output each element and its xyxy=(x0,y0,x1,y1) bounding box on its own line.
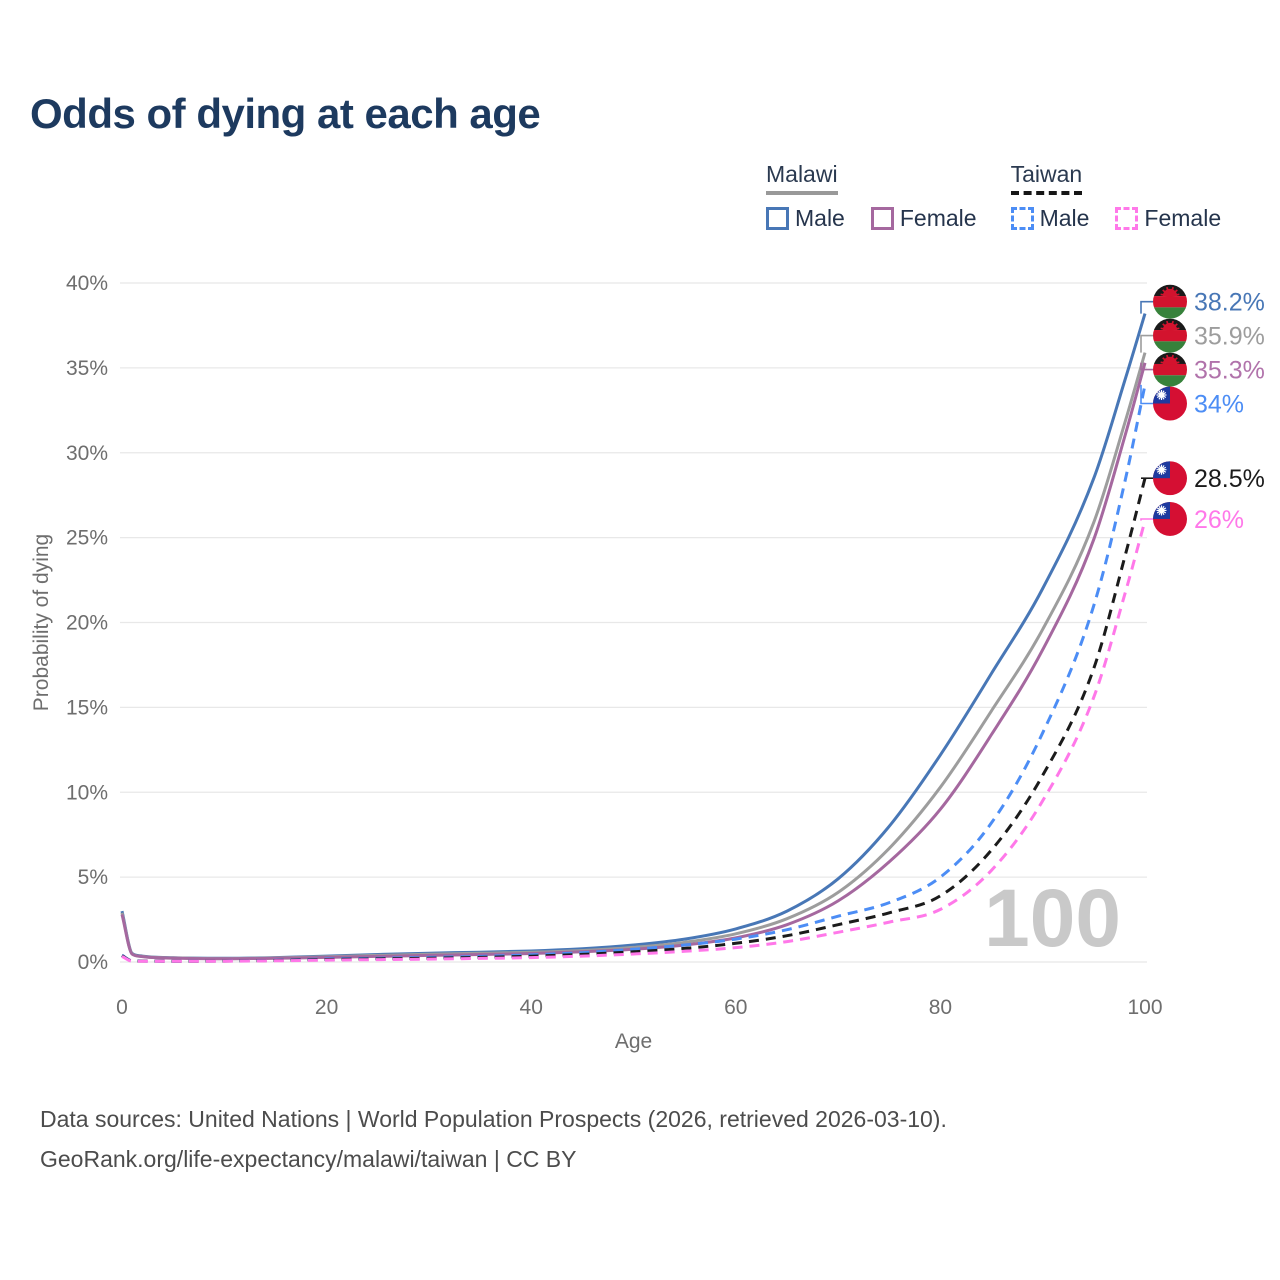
legend-item-malawi-male[interactable]: Male xyxy=(766,205,845,232)
legend-item-taiwan-female[interactable]: Female xyxy=(1115,205,1221,232)
line-chart[interactable]: 0% 5% 10% 15% 20% 25% 30% 35% 40% 0 20 40 60 80 100 Age… xyxy=(0,0,1280,1080)
label-connector-malawi-male xyxy=(1140,300,1153,314)
end-label-malawi-male: 38.2% xyxy=(1194,289,1265,317)
label-connector-taiwan-male xyxy=(1140,384,1153,405)
end-label-malawi-female: 35.3% xyxy=(1194,357,1265,385)
x-tick-label: 0 xyxy=(116,996,128,1019)
legend-label-malawi-female: Female xyxy=(899,205,977,231)
legend-group-taiwan: Taiwan Male Female xyxy=(1010,161,1221,232)
label-connector-malawi-both-sexes xyxy=(1140,334,1153,353)
legend: Malawi Male Female Taiwan Male xyxy=(766,161,1221,232)
y-tick-label: 35% xyxy=(66,357,108,380)
y-tick-label: 20% xyxy=(66,612,108,635)
y-tick-label: 40% xyxy=(66,272,108,295)
line-malawi-male[interactable] xyxy=(120,313,1147,960)
taiwan-female-swatch-icon xyxy=(1115,207,1139,230)
end-label-taiwan-male: 34% xyxy=(1194,391,1244,419)
hover-age-watermark: 100 xyxy=(984,873,1121,964)
x-tick-label: 100 xyxy=(1127,996,1162,1019)
x-tick-label: 60 xyxy=(724,996,747,1019)
legend-label-malawi-male: Male xyxy=(795,205,845,231)
page-title: Odds of dying at each age xyxy=(30,90,541,137)
malawi-flag-icon xyxy=(1153,319,1187,353)
taiwan-flag-icon xyxy=(1153,502,1187,536)
legend-row-taiwan: Male Female xyxy=(1010,205,1221,232)
x-tick-label: 40 xyxy=(520,996,543,1019)
malawi-flag-icon xyxy=(1153,285,1187,319)
x-tick-label: 80 xyxy=(929,996,952,1019)
malawi-male-swatch-icon xyxy=(766,207,789,230)
data-sources-text: Data sources: United Nations | World Pop… xyxy=(40,1106,947,1132)
footer: Data sources: United Nations | World Pop… xyxy=(40,1100,947,1179)
line-taiwan-female[interactable] xyxy=(121,520,1147,963)
legend-label-taiwan-female: Female xyxy=(1144,205,1222,231)
malawi-flag-icon xyxy=(1153,353,1187,387)
malawi-female-swatch-icon xyxy=(870,207,894,230)
end-label-taiwan-both-sexes: 28.5% xyxy=(1194,465,1265,493)
legend-group-malawi: Malawi Male Female xyxy=(766,161,977,232)
y-tick-label: 5% xyxy=(78,866,108,889)
label-connector-taiwan-female xyxy=(1140,518,1153,521)
y-tick-label: 30% xyxy=(66,442,108,465)
legend-row-malawi: Male Female xyxy=(766,205,977,232)
x-tick-label: 20 xyxy=(315,996,338,1019)
end-label-taiwan-female: 26% xyxy=(1194,506,1244,534)
line-malawi-both-sexes[interactable] xyxy=(120,352,1147,961)
legend-country-malawi: Malawi xyxy=(766,161,838,195)
y-tick-label: 0% xyxy=(78,951,108,974)
x-axis-title: Age xyxy=(615,1030,652,1053)
label-connector-malawi-female xyxy=(1140,362,1153,371)
attribution-text[interactable]: GeoRank.org/life-expectancy/malawi/taiwa… xyxy=(40,1145,577,1172)
y-tick-label: 10% xyxy=(66,781,108,804)
y-axis-title: Probability of dying xyxy=(30,534,53,711)
y-tick-label: 25% xyxy=(66,527,108,550)
end-label-malawi-both-sexes: 35.9% xyxy=(1194,323,1265,351)
y-tick-label: 15% xyxy=(66,696,108,719)
legend-item-taiwan-male[interactable]: Male xyxy=(1010,205,1090,232)
taiwan-male-swatch-icon xyxy=(1010,207,1034,230)
legend-country-taiwan: Taiwan xyxy=(1010,161,1083,195)
taiwan-flag-icon xyxy=(1153,387,1187,421)
legend-item-malawi-female[interactable]: Female xyxy=(870,205,977,232)
taiwan-flag-icon xyxy=(1153,461,1187,495)
legend-label-taiwan-male: Male xyxy=(1039,205,1090,231)
